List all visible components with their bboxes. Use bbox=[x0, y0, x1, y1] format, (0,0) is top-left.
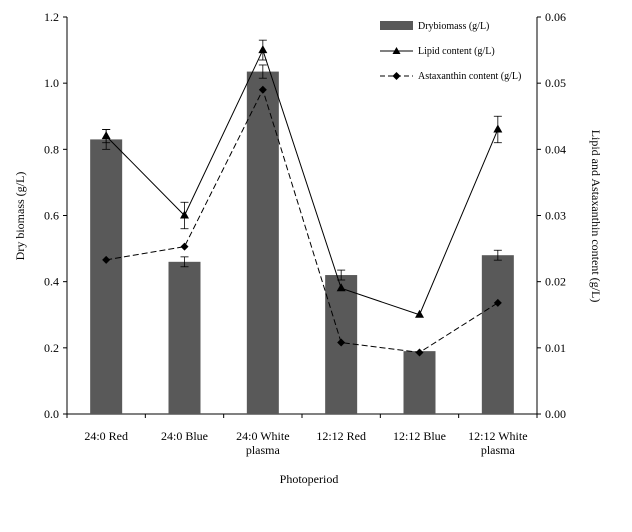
y-left-tick-label: 0.2 bbox=[44, 341, 59, 355]
y-right-tick-label: 0.02 bbox=[545, 275, 566, 289]
x-tick-label: 12:12 White bbox=[468, 429, 527, 443]
legend-marker-astaxanthin bbox=[392, 72, 401, 80]
marker-lipid bbox=[101, 131, 111, 140]
legend-label-biomass: Drybiomass (g/L) bbox=[418, 21, 489, 32]
y-left-tick-label: 0.0 bbox=[44, 407, 59, 421]
marker-astaxanthin bbox=[493, 298, 502, 307]
y-left-tick-label: 1.0 bbox=[44, 76, 59, 90]
x-tick-label: 24:0 White bbox=[236, 429, 289, 443]
legend-label-lipid: Lipid content (g/L) bbox=[418, 46, 495, 57]
y-left-tick-label: 0.6 bbox=[44, 209, 59, 223]
x-tick-label: plasma bbox=[246, 443, 281, 457]
x-axis-title: Photoperiod bbox=[280, 472, 339, 486]
series-lines bbox=[101, 39, 503, 357]
bar-biomass bbox=[481, 255, 514, 414]
legend-label-astaxanthin: Astaxanthin content (g/L) bbox=[418, 71, 521, 82]
y-right-axis-title: Lipid and Astaxanthin content (g/L) bbox=[589, 130, 603, 303]
marker-astaxanthin bbox=[415, 348, 424, 357]
marker-astaxanthin bbox=[337, 338, 346, 347]
marker-lipid bbox=[180, 210, 189, 219]
y-left-tick-label: 1.2 bbox=[44, 10, 59, 24]
y-left-tick-label: 0.8 bbox=[44, 142, 59, 156]
x-tick-label: plasma bbox=[481, 443, 516, 457]
y-right-tick-label: 0.06 bbox=[545, 10, 566, 24]
axes bbox=[63, 16, 541, 418]
marker-lipid bbox=[415, 309, 424, 318]
y-right-tick-label: 0.04 bbox=[545, 142, 566, 156]
marker-astaxanthin bbox=[102, 255, 111, 264]
bar-biomass bbox=[90, 139, 123, 415]
bar-biomass bbox=[168, 261, 201, 414]
marker-lipid bbox=[336, 283, 346, 292]
marker-lipid bbox=[258, 45, 268, 54]
marker-astaxanthin bbox=[258, 85, 267, 94]
x-tick-label: 24:0 Red bbox=[84, 429, 128, 443]
x-tick-label: 12:12 Red bbox=[316, 429, 366, 443]
marker-lipid bbox=[493, 124, 503, 133]
y-left-tick-label: 0.4 bbox=[44, 275, 59, 289]
bars bbox=[90, 64, 514, 415]
y-right-tick-label: 0.01 bbox=[545, 341, 566, 355]
y-right-tick-label: 0.05 bbox=[545, 76, 566, 90]
y-right-tick-label: 0.03 bbox=[545, 209, 566, 223]
tick-labels: 0.0 0.2 0.4 0.6 0.8 1.0 1.2 0.00 0.01 0.02 0.03 0.0… bbox=[44, 10, 566, 457]
bar-biomass bbox=[246, 71, 279, 415]
marker-astaxanthin bbox=[180, 242, 189, 251]
line-lipid bbox=[105, 48, 499, 316]
legend: Drybiomass (g/L) Lipid content (g/L) Ast… bbox=[380, 21, 521, 82]
x-tick-label: 24:0 Blue bbox=[161, 429, 208, 443]
y-left-axis-title: Dry biomass (g/L) bbox=[13, 172, 27, 261]
legend-marker-lipid bbox=[392, 47, 401, 54]
x-tick-label: 12:12 Blue bbox=[393, 429, 446, 443]
y-right-tick-label: 0.00 bbox=[545, 407, 566, 421]
line-astaxanthin bbox=[106, 88, 499, 353]
legend-swatch-biomass bbox=[380, 21, 413, 30]
bar-biomass bbox=[403, 351, 436, 414]
